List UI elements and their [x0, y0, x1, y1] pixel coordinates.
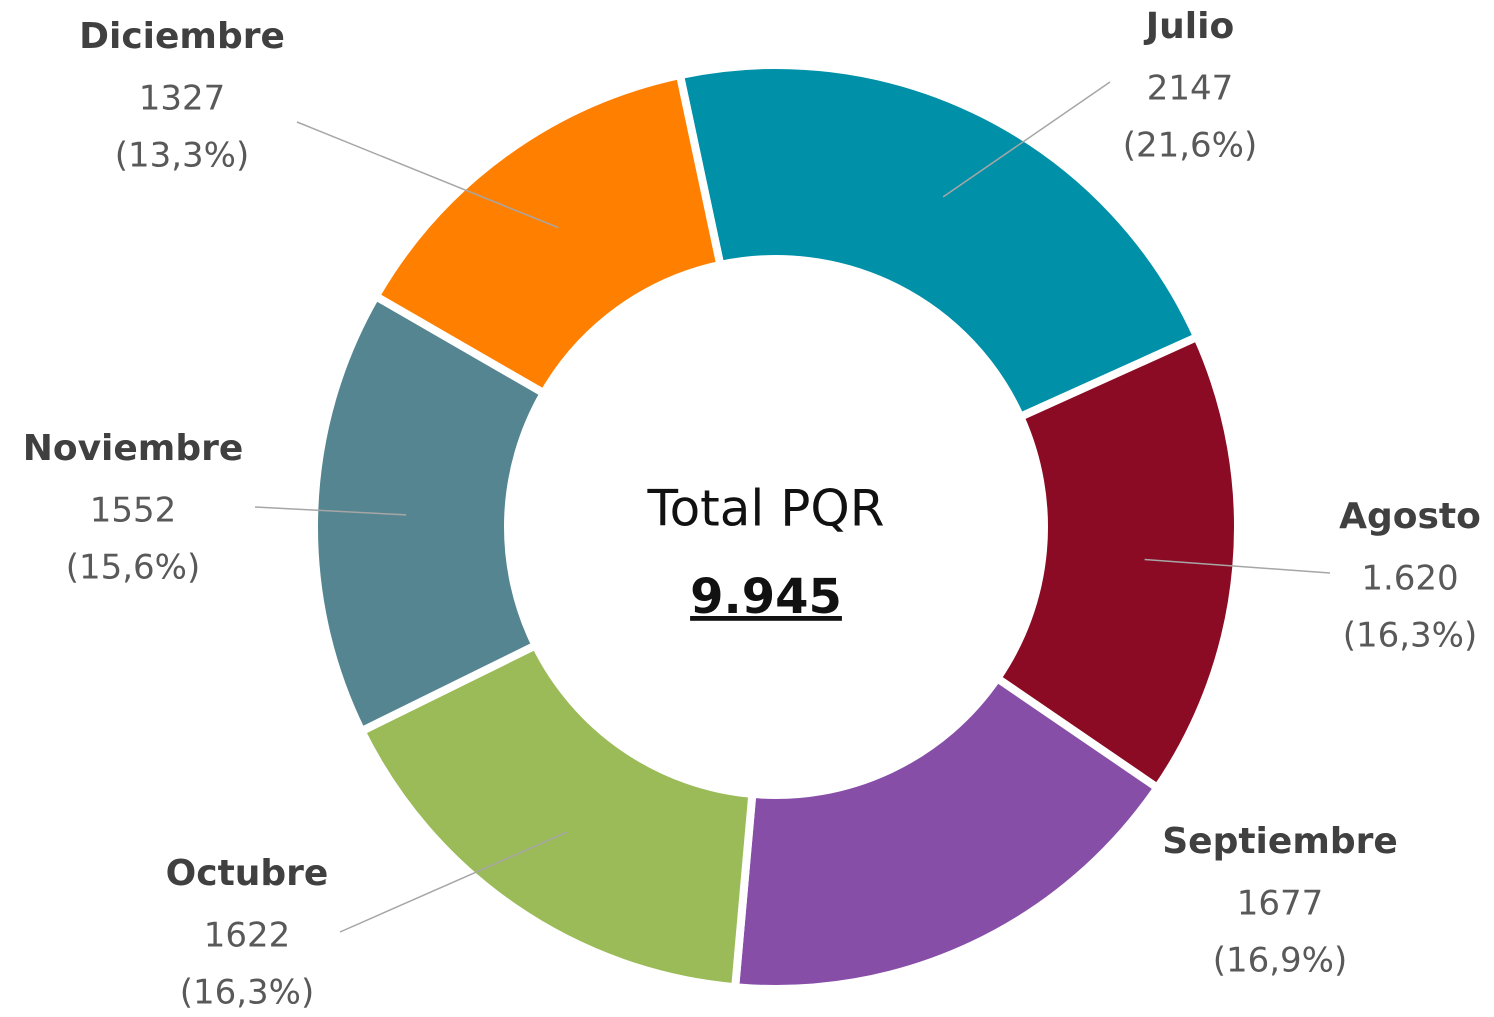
donut-segment — [730, 672, 1163, 993]
leader-line — [339, 831, 568, 933]
donut-segment — [356, 640, 757, 992]
value-label: 1327 — [139, 79, 226, 119]
category-label: Diciembre — [79, 16, 285, 57]
percent-label: (21,6%) — [1123, 126, 1258, 166]
center-value: 9.945 — [690, 569, 842, 625]
category-label: Octubre — [166, 853, 329, 894]
donut-segment — [991, 331, 1242, 794]
leader-line — [254, 506, 407, 516]
donut-segment — [310, 290, 550, 737]
donut-segment — [370, 70, 726, 399]
category-label: Septiembre — [1162, 821, 1398, 862]
category-label: Julio — [1143, 6, 1234, 47]
category-label: Agosto — [1339, 496, 1481, 537]
value-label: 1552 — [90, 491, 177, 531]
percent-label: (16,9%) — [1213, 941, 1348, 981]
leader-line — [1144, 558, 1331, 574]
value-label: 1.620 — [1361, 559, 1458, 599]
percent-label: (16,3%) — [1343, 616, 1478, 656]
category-label: Noviembre — [23, 428, 244, 469]
value-label: 2147 — [1147, 69, 1234, 109]
leader-line — [296, 121, 559, 229]
donut: Julio 2147 (21,6%) Agosto 1.620 (16,3%) Septie… — [23, 6, 1481, 1013]
center-title: Total PQR — [647, 480, 885, 538]
percent-label: (16,3%) — [180, 973, 315, 1013]
percent-label: (13,3%) — [115, 136, 250, 176]
value-label: 1677 — [1237, 884, 1324, 924]
percent-label: (15,6%) — [66, 548, 201, 588]
value-label: 1622 — [204, 916, 291, 956]
donut-segment — [675, 61, 1203, 423]
leader-line — [942, 81, 1111, 198]
